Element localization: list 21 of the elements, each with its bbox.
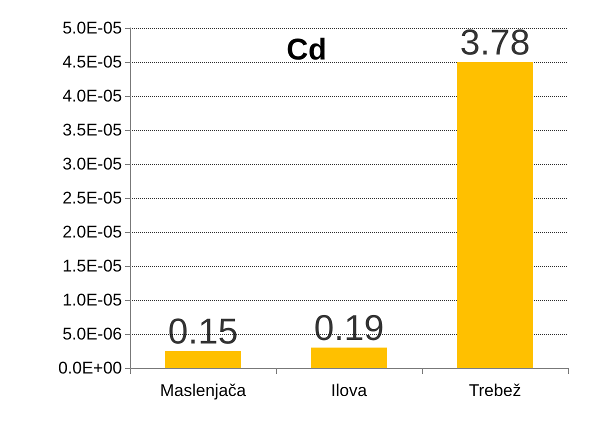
y-tick-label: 4.5E-05 [62,52,122,72]
annotation: 0.19 [314,307,384,348]
x-tick-label: Trebež [468,381,522,400]
annotation: 0.15 [168,310,238,352]
chart-title: Cd [286,34,327,66]
bar [457,62,533,368]
y-tick-label: 1.5E-05 [62,256,122,276]
y-tick-label: 5.0E-05 [62,18,122,38]
annotation: 3.78 [460,22,530,62]
y-tick-label: 4.0E-05 [62,86,122,106]
y-tick-label: 1.0E-05 [62,290,122,310]
x-tick-label: Ilova [331,381,368,400]
y-tick-label: 3.5E-05 [62,120,122,140]
y-tick-label: 2.0E-05 [62,222,122,242]
x-tick-label: Maslenjača [160,381,247,400]
y-tick-label: 5.0E-06 [62,324,122,344]
bar [165,351,241,368]
y-tick-label: 0.0E+00 [58,358,122,378]
bar [311,348,387,368]
y-tick-label: 3.0E-05 [62,154,122,174]
y-tick-label: 2.5E-05 [62,188,122,208]
